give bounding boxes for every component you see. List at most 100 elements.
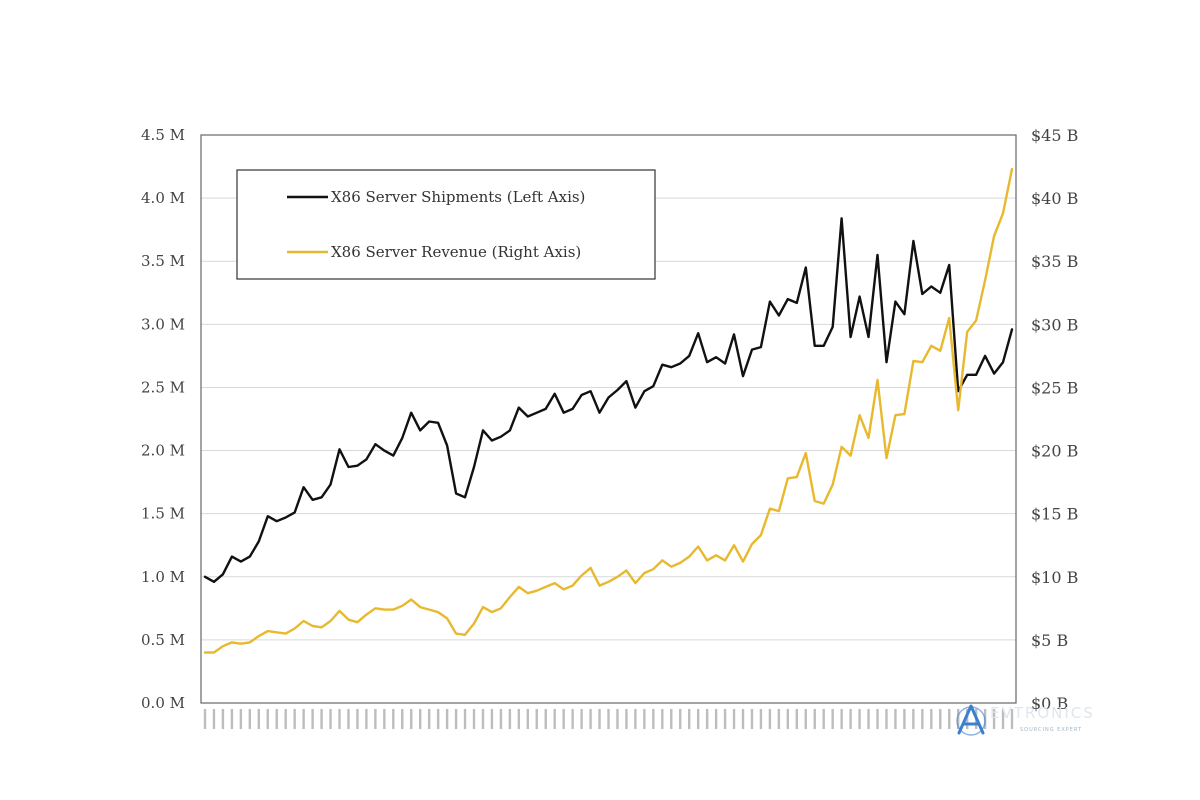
- x-tick-mark: [212, 709, 216, 729]
- right-tick-label: $30 B: [1031, 315, 1078, 334]
- x-tick-mark: [705, 709, 709, 729]
- x-tick-mark: [347, 709, 350, 729]
- legend-box: [236, 169, 656, 280]
- x-tick-mark: [320, 709, 323, 729]
- x-tick-mark: [589, 709, 592, 729]
- x-tick-mark: [634, 709, 637, 729]
- left-tick-label: 3.0 M: [141, 315, 185, 333]
- x-tick-mark: [203, 709, 207, 729]
- x-tick-mark: [876, 709, 879, 729]
- x-tick-mark: [248, 709, 252, 729]
- x-tick-mark: [374, 709, 377, 729]
- x-tick-mark: [445, 709, 449, 729]
- watermark-brand: EVTRONICS: [990, 704, 1095, 722]
- x-tick-mark: [472, 709, 476, 729]
- watermark: EVTRONICS SOURCING EXPERT: [956, 704, 1095, 736]
- right-tick-label: $25 B: [1031, 378, 1078, 397]
- x-tick-mark: [921, 709, 924, 729]
- x-tick-mark: [275, 709, 278, 729]
- brand-logo-ring-icon: [956, 706, 986, 736]
- x-tick-mark: [732, 709, 736, 729]
- x-tick-mark: [930, 709, 933, 729]
- x-tick-mark: [257, 709, 260, 729]
- left-tick-label: 4.5 M: [141, 126, 185, 144]
- x-tick-mark: [436, 709, 440, 729]
- x-tick-mark: [804, 709, 807, 729]
- legend-label-revenue: X86 Server Revenue (Right Axis): [331, 243, 581, 261]
- x-tick-mark: [499, 709, 503, 729]
- x-tick-mark: [598, 709, 601, 729]
- x-tick-mark: [750, 709, 754, 729]
- x-tick-mark: [965, 709, 969, 729]
- series-line-shipments: [203, 217, 1014, 583]
- x-tick-mark: [230, 709, 234, 729]
- x-tick-mark: [867, 709, 870, 729]
- x-tick-mark: [741, 709, 745, 729]
- x-tick-mark: [670, 709, 673, 729]
- x-tick-mark: [266, 709, 269, 729]
- x-tick-mark: [508, 709, 512, 729]
- right-tick-label: $20 B: [1031, 442, 1078, 461]
- x-tick-mark: [517, 709, 521, 729]
- left-tick-label: 3.5 M: [141, 252, 185, 270]
- x-tick-mark: [580, 709, 583, 729]
- series-lines: [203, 167, 1014, 654]
- right-tick-label: $10 B: [1031, 568, 1078, 587]
- x-tick-mark: [481, 709, 485, 729]
- x-tick-mark: [939, 709, 942, 729]
- x-tick-mark: [768, 709, 772, 729]
- x-tick-mark: [840, 709, 843, 729]
- right-axis-ticks: $0 B $5 B $10 B $15 B $20 B $25 B $30 B $35 B $4…: [1031, 126, 1078, 713]
- x-tick-mark: [813, 709, 816, 729]
- x-tick-mark: [786, 709, 790, 729]
- x-tick-mark: [383, 709, 386, 729]
- x-tick-mark: [616, 709, 619, 729]
- x-tick-mark: [365, 709, 368, 729]
- legend: X86 Server Shipments (Left Axis) X86 Ser…: [236, 169, 656, 280]
- plot-frame: [200, 134, 1017, 704]
- left-tick-label: 0.5 M: [141, 631, 185, 649]
- x-tick-mark: [661, 709, 664, 729]
- x-tick-mark: [849, 709, 852, 729]
- x-tick-mark: [759, 709, 763, 729]
- x-tick-mark: [607, 709, 610, 729]
- legend-label-shipments: X86 Server Shipments (Left Axis): [331, 188, 585, 206]
- x-tick-mark: [356, 709, 359, 729]
- x-tick-mark: [957, 709, 960, 729]
- right-tick-label: $0 B: [1031, 694, 1068, 713]
- left-axis-ticks: 0.0 M 0.5 M 1.0 M 1.5 M 2.0 M 2.5 M 3.0 M 3.5 M…: [141, 126, 185, 712]
- x-tick-mark: [992, 709, 996, 729]
- x-tick-mark: [903, 709, 906, 729]
- x-tick-mark: [329, 709, 332, 729]
- x-tick-mark: [831, 709, 834, 729]
- left-tick-label: 2.0 M: [141, 442, 185, 460]
- x-tick-mark: [625, 709, 628, 729]
- x-tick-mark: [822, 709, 825, 729]
- x-tick-mark: [419, 709, 422, 729]
- x-tick-mark: [544, 709, 547, 729]
- x-tick-mark: [885, 709, 888, 729]
- x-tick-mark: [526, 709, 529, 729]
- x-tick-mark: [553, 709, 556, 729]
- x-tick-mark: [410, 709, 413, 729]
- x-tick-mark: [463, 709, 467, 729]
- x-tick-mark: [643, 709, 646, 729]
- x-tick-mark: [427, 709, 431, 729]
- left-tick-label: 0.0 M: [141, 694, 185, 712]
- series-line-revenue: [203, 167, 1014, 654]
- x-tick-mark: [338, 709, 341, 729]
- brand-logo-icon: [957, 704, 985, 735]
- left-tick-label: 1.5 M: [141, 505, 185, 523]
- x-tick-mark: [454, 709, 458, 729]
- x-tick-mark: [894, 709, 897, 729]
- x-tick-mark: [777, 709, 781, 729]
- left-tick-label: 2.5 M: [141, 378, 185, 396]
- x-tick-mark: [293, 709, 296, 729]
- right-tick-label: $5 B: [1031, 631, 1068, 650]
- x-tick-mark: [688, 709, 691, 729]
- x-tick-mark: [723, 709, 727, 729]
- x-tick-mark: [239, 709, 243, 729]
- x-tick-mark: [392, 709, 395, 729]
- x-tick-mark: [858, 709, 861, 729]
